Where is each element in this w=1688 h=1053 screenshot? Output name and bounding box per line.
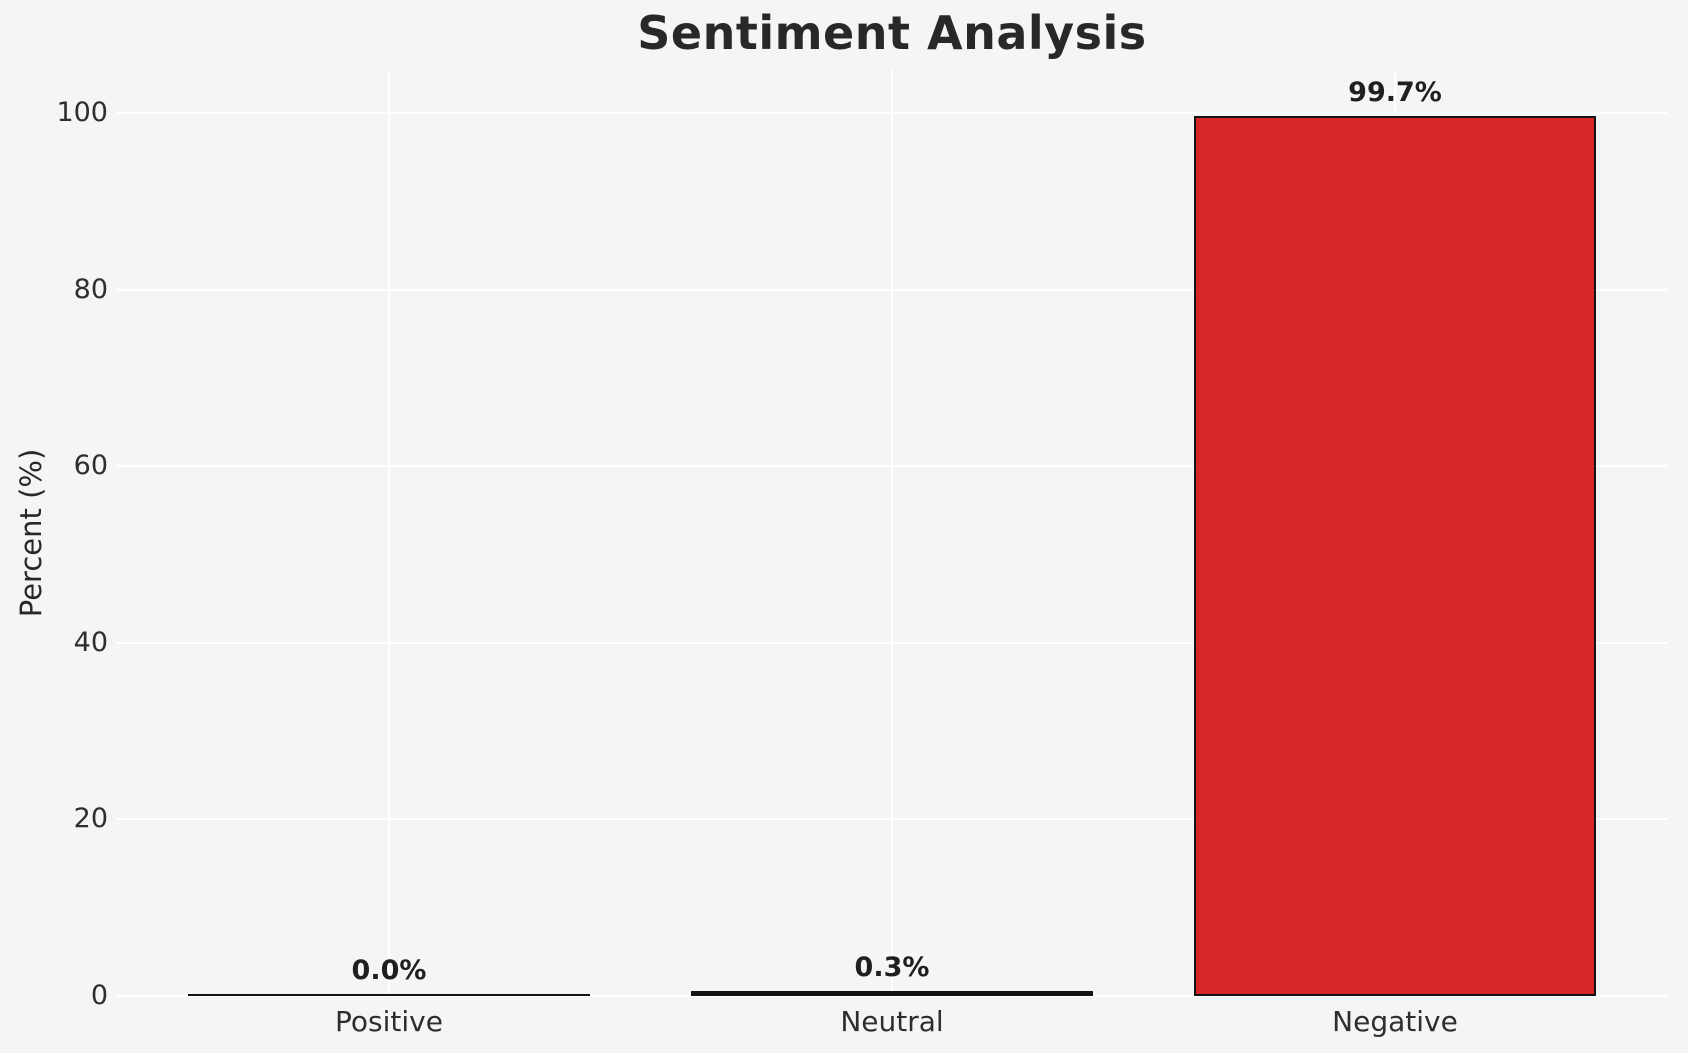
y-tick-label: 60	[73, 450, 108, 482]
chart-title: Sentiment Analysis	[637, 6, 1147, 60]
bar-neutral	[691, 991, 1093, 996]
v-gridline	[891, 70, 893, 996]
y-tick-label: 40	[73, 626, 108, 658]
y-tick-label: 0	[90, 980, 108, 1011]
x-tick-label: Negative	[1332, 1005, 1458, 1038]
bar-value-label: 0.0%	[351, 955, 427, 986]
bar-negative	[1194, 116, 1596, 996]
v-gridline	[388, 70, 390, 996]
bar-value-label: 0.3%	[854, 952, 930, 983]
y-tick-label: 20	[73, 803, 108, 835]
y-tick-label: 80	[73, 273, 108, 305]
x-tick-label: Positive	[335, 1005, 443, 1038]
bar-positive	[188, 994, 590, 996]
h-gridline	[117, 995, 1667, 997]
plot-area: 0.0% 0.3% 99.7%	[117, 70, 1667, 997]
bar-value-label: 99.7%	[1348, 77, 1442, 108]
x-tick-label: Neutral	[840, 1005, 944, 1038]
y-tick-label: 100	[56, 97, 108, 129]
